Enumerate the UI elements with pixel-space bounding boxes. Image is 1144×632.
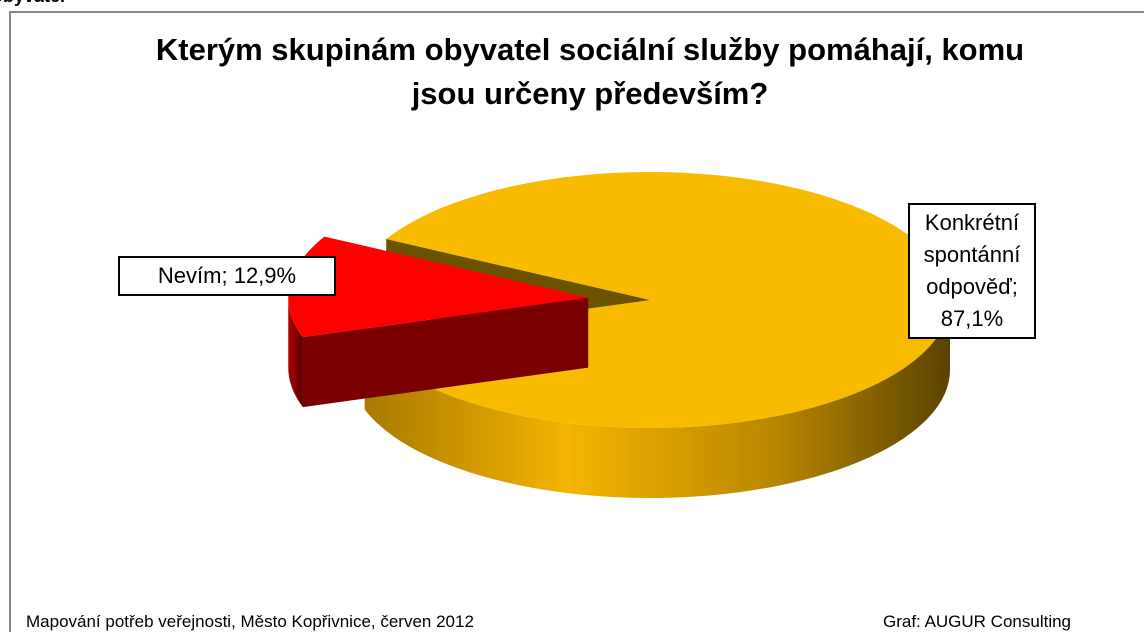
credit-note: Graf: AUGUR Consulting — [883, 612, 1072, 631]
slice-side — [364, 300, 950, 498]
slice-side — [288, 297, 303, 408]
pie-slice — [288, 236, 589, 338]
source-note: Mapování potřeb veřejnosti, Město Kopřiv… — [26, 612, 474, 631]
data-label: Nevím; 12,9% — [118, 256, 336, 296]
label-category: Nevím — [157, 263, 222, 288]
header-fragment: obyvatel — [0, 0, 65, 7]
label-value: 12,9% — [233, 263, 297, 288]
label-category: Konkrétní spontánní odpověď — [923, 210, 1021, 299]
chart-frame — [9, 11, 1144, 632]
chart-title: Kterým skupinám obyvatel sociální služby… — [155, 32, 1025, 111]
slice-cut-face — [302, 297, 589, 408]
data-label: Konkrétní spontánní odpověď; 87,1% — [908, 203, 1036, 339]
label-value: 87,1% — [940, 306, 1004, 331]
